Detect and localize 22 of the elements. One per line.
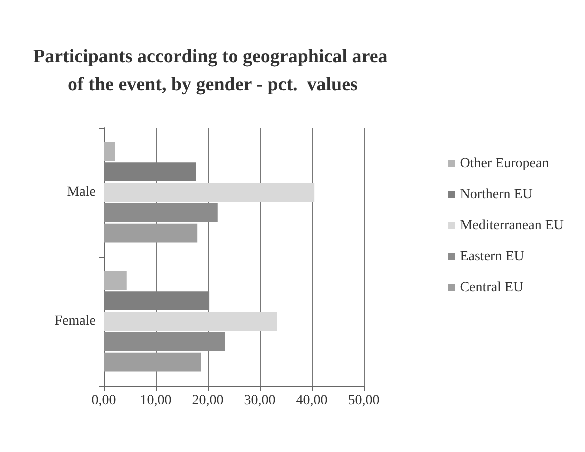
x-tick-label: 10,00 bbox=[140, 394, 172, 408]
bar bbox=[104, 332, 226, 352]
bar bbox=[104, 203, 218, 222]
bar bbox=[104, 352, 202, 372]
legend-label: Mediterranean EU bbox=[460, 218, 564, 234]
x-tick-label: 30,00 bbox=[244, 394, 276, 408]
x-tick-label: 40,00 bbox=[296, 394, 328, 408]
legend-label: Central EU bbox=[460, 280, 524, 296]
legend-label: Other European bbox=[460, 156, 550, 172]
bar bbox=[104, 183, 315, 202]
legend-label: Northern EU bbox=[460, 188, 533, 202]
y-tick-label: Male bbox=[67, 185, 96, 200]
bar bbox=[104, 271, 127, 290]
x-tick-label: 20,00 bbox=[192, 394, 224, 408]
x-tick-label: 50,00 bbox=[348, 394, 380, 408]
x-tick-label: 0,00 bbox=[92, 394, 116, 408]
chart-title: Participants according to geographical area of the event, by gender - pct. values bbox=[33, 46, 393, 96]
y-tick-label: Female bbox=[54, 314, 96, 329]
legend-label: Eastern EU bbox=[460, 250, 524, 264]
bar bbox=[104, 312, 278, 331]
bar bbox=[104, 142, 116, 162]
bar bbox=[104, 224, 198, 243]
